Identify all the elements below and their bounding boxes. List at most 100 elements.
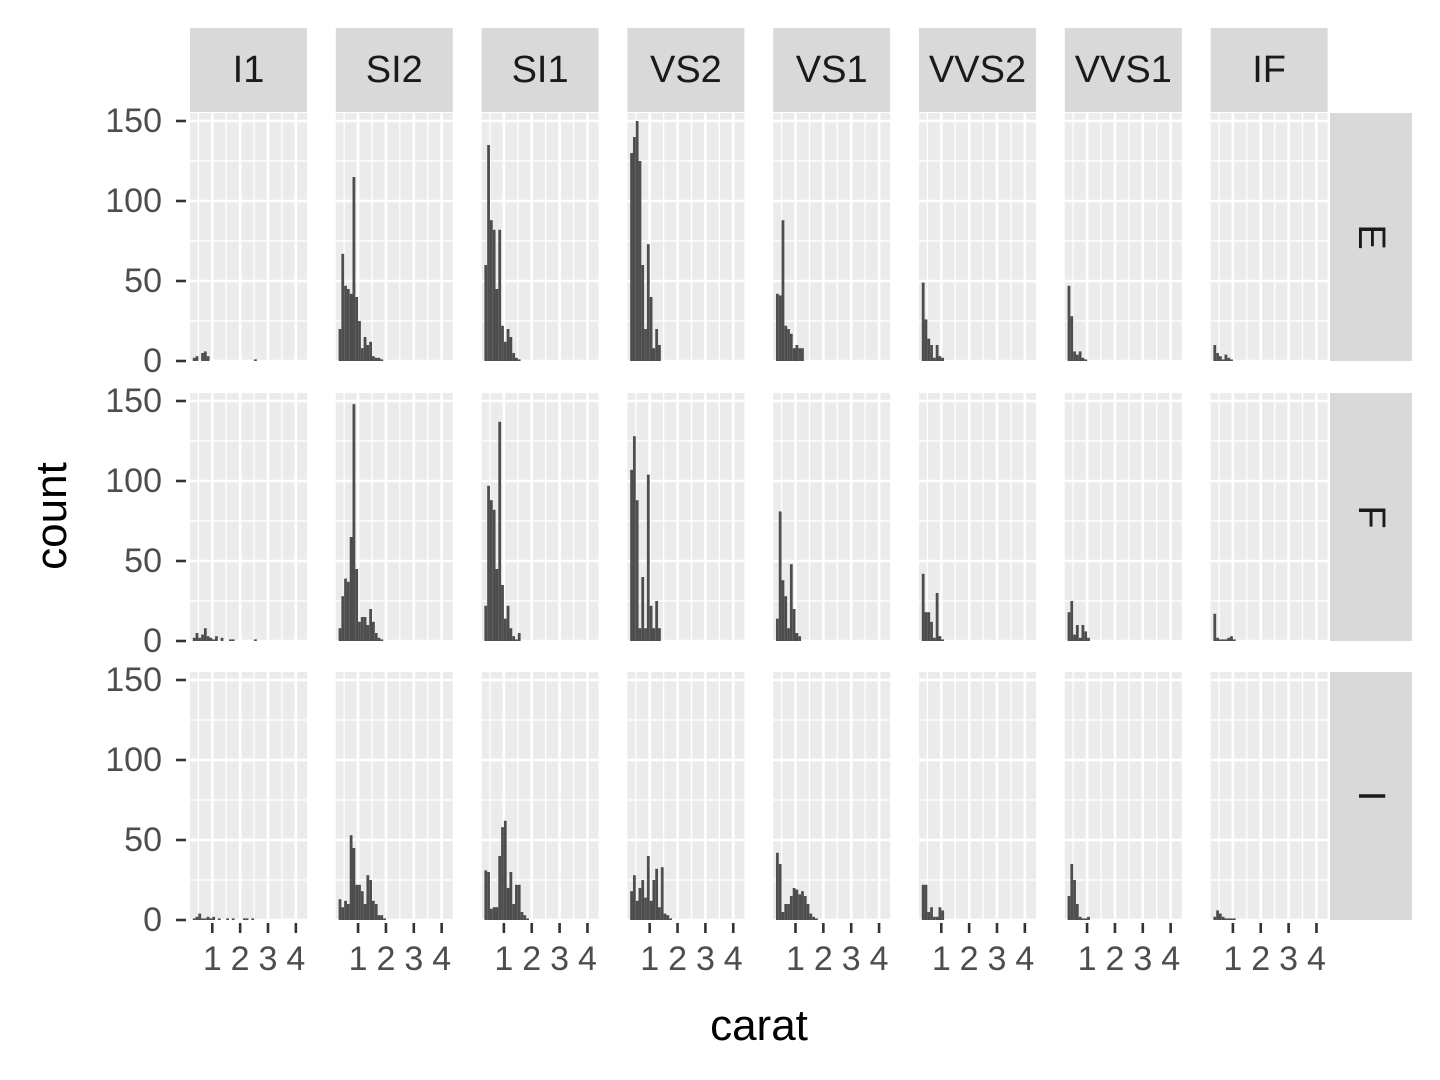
- histogram-bar: [1087, 637, 1090, 641]
- histogram-bar: [924, 884, 928, 920]
- histogram-bar: [1230, 359, 1233, 361]
- x-tick-label: 1: [640, 940, 659, 978]
- histogram-bar: [526, 918, 529, 920]
- y-axis-title: count: [27, 462, 76, 570]
- histogram-bar: [498, 856, 502, 920]
- x-tick-label: 4: [286, 940, 305, 978]
- histogram-bar: [344, 900, 347, 920]
- histogram-bar: [195, 916, 199, 920]
- column-strip-label: I1: [233, 49, 265, 91]
- column-strip-label: SI2: [366, 49, 423, 91]
- histogram-bar: [814, 918, 818, 920]
- histogram-bar: [935, 593, 939, 641]
- histogram-bar: [789, 564, 793, 641]
- histogram-bar: [924, 319, 928, 361]
- histogram-bar: [372, 621, 375, 641]
- histogram-bar: [630, 891, 633, 920]
- histogram-bar: [775, 618, 779, 641]
- histogram-bar: [1075, 354, 1079, 361]
- histogram-bar: [1073, 880, 1076, 920]
- histogram-bar: [927, 338, 931, 361]
- histogram-bar: [517, 359, 521, 361]
- histogram-bar: [798, 636, 802, 641]
- histogram-bar: [1081, 918, 1085, 920]
- histogram-bar: [789, 896, 793, 920]
- histogram-bar: [938, 907, 942, 920]
- x-tick-label: 3: [696, 940, 715, 978]
- histogram-bar: [192, 637, 196, 641]
- histogram-bar: [512, 636, 516, 641]
- histogram-bar: [795, 633, 799, 641]
- histogram-bar: [781, 580, 785, 641]
- row-strip-background: [1330, 113, 1412, 361]
- histogram-bar: [338, 628, 342, 641]
- histogram-bar: [775, 293, 779, 361]
- column-strip-label: VVS2: [929, 49, 1026, 91]
- histogram-bar: [660, 867, 664, 920]
- histogram-bar: [1216, 353, 1219, 361]
- histogram-bar: [512, 353, 516, 361]
- histogram-bar: [781, 912, 785, 920]
- column-strip-background: [1210, 28, 1328, 112]
- histogram-bar: [1084, 359, 1088, 361]
- histogram-bar: [941, 639, 945, 641]
- histogram-bar: [792, 348, 796, 361]
- histogram-bar: [484, 605, 488, 641]
- histogram-bar: [1075, 904, 1079, 920]
- histogram-bar: [784, 325, 788, 361]
- x-tick-label: 1: [494, 940, 513, 978]
- histogram-bar: [649, 605, 653, 641]
- histogram-bar: [369, 341, 373, 361]
- histogram-bar: [1218, 639, 1222, 641]
- histogram-bar: [935, 345, 939, 361]
- x-tick-label: 2: [1251, 940, 1270, 978]
- x-tick-label: 2: [1105, 940, 1124, 978]
- histogram-bar: [203, 918, 207, 920]
- facet-panel-F-VVS2: [919, 393, 1036, 643]
- facet-panel-F-VS2: [627, 393, 745, 643]
- histogram-bar: [349, 293, 353, 361]
- histogram-bar: [506, 605, 510, 641]
- histogram-bar: [927, 912, 931, 920]
- histogram-bar: [349, 537, 353, 641]
- histogram-bar: [201, 634, 204, 641]
- panel-background: [773, 672, 891, 920]
- panels-layer: [190, 113, 1328, 922]
- histogram-bar: [635, 121, 639, 361]
- panel-background: [190, 393, 307, 641]
- histogram-bar: [487, 145, 490, 361]
- panel-background: [627, 672, 745, 920]
- column-strip-background: [919, 28, 1036, 112]
- histogram-bar: [245, 918, 249, 920]
- histogram-bar: [646, 856, 650, 920]
- panel-background: [1064, 113, 1182, 361]
- facet-panel-I-VS2: [627, 672, 745, 922]
- histogram-bar: [344, 578, 347, 641]
- histogram-bar: [198, 913, 202, 920]
- histogram-bar: [352, 404, 356, 641]
- histogram-bar: [644, 897, 647, 920]
- panel-background: [773, 113, 891, 361]
- histogram-bar: [1070, 601, 1074, 641]
- histogram-bar: [649, 297, 653, 361]
- histogram-bar: [1230, 918, 1233, 920]
- column-strip-background: [335, 28, 453, 112]
- histogram-bar: [380, 915, 384, 920]
- histogram-bar: [215, 636, 218, 641]
- histogram-bar: [380, 359, 384, 361]
- histogram-bar: [792, 888, 796, 920]
- histogram-bar: [641, 265, 645, 361]
- column-strip-VS2: VS2: [627, 28, 745, 112]
- histogram-bar: [795, 345, 799, 361]
- histogram-bar: [515, 639, 518, 641]
- histogram-bar: [363, 337, 367, 361]
- histogram-bar: [366, 625, 370, 641]
- histogram-bar: [366, 875, 370, 920]
- histogram-bar: [921, 884, 925, 920]
- histogram-bar: [655, 868, 659, 920]
- column-strip-SI1: SI1: [481, 28, 599, 112]
- column-strip-background: [1064, 28, 1182, 112]
- column-strip-label: VS2: [650, 49, 722, 91]
